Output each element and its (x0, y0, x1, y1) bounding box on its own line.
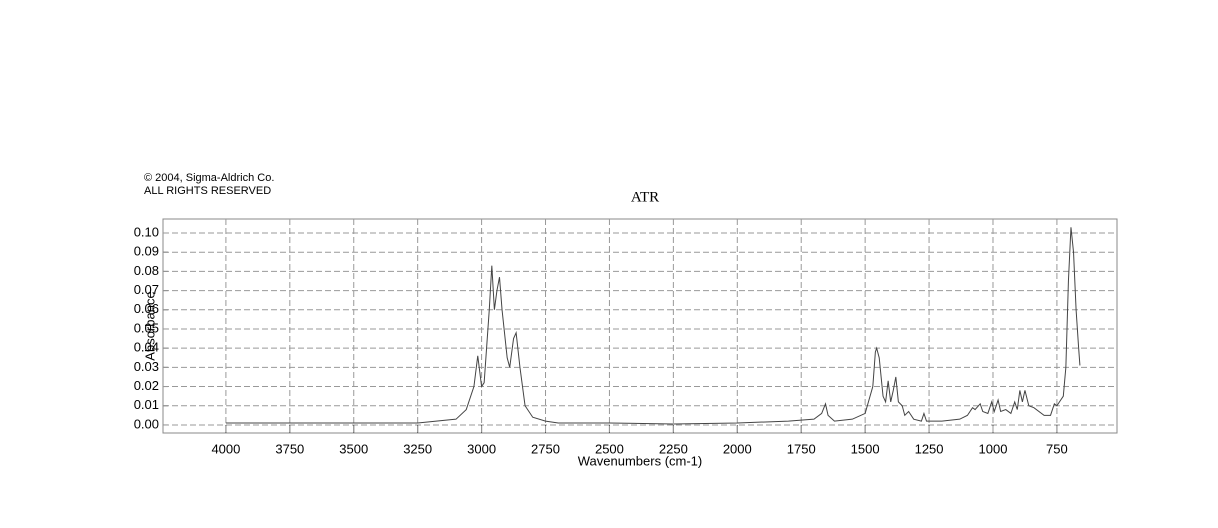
x-tick-label: 3000 (467, 441, 496, 456)
x-tick-label: 750 (1046, 441, 1068, 456)
x-axis-label: Wavenumbers (cm-1) (578, 453, 702, 468)
y-tick-label: 0.04 (134, 340, 159, 355)
x-tick-label: 1500 (851, 441, 880, 456)
y-tick-label: 0.05 (134, 320, 159, 335)
x-tick-label: 1750 (787, 441, 816, 456)
x-tick-label: 2750 (531, 441, 560, 456)
x-tick-label: 1250 (915, 441, 944, 456)
y-tick-label: 0.08 (134, 263, 159, 278)
chart-title: ATR (631, 189, 659, 205)
x-tick-label: 2250 (659, 441, 688, 456)
y-tick-label: 0.06 (134, 301, 159, 316)
x-tick-label: 3250 (403, 441, 432, 456)
y-tick-label: 0.07 (134, 282, 159, 297)
y-tick-label: 0.10 (134, 224, 159, 239)
copyright: © 2004, Sigma-Aldrich Co. (144, 172, 274, 184)
y-tick-label: 0.00 (134, 416, 159, 431)
y-axis-label: Absorbance (142, 291, 157, 360)
x-tick-label: 2000 (723, 441, 752, 456)
y-tick-label: 0.09 (134, 244, 159, 259)
y-tick-label: 0.01 (134, 397, 159, 412)
x-tick-label: 3500 (339, 441, 368, 456)
x-tick-label: 4000 (211, 441, 240, 456)
plot-frame (162, 218, 1118, 434)
y-tick-label: 0.02 (134, 378, 159, 393)
x-tick-label: 3750 (275, 441, 304, 456)
x-tick-label: 2500 (595, 441, 624, 456)
y-tick-label: 0.03 (134, 359, 159, 374)
spectrum-line (225, 227, 1081, 425)
x-tick-label: 1000 (979, 441, 1008, 456)
copyright: ALL RIGHTS RESERVED (144, 185, 271, 197)
